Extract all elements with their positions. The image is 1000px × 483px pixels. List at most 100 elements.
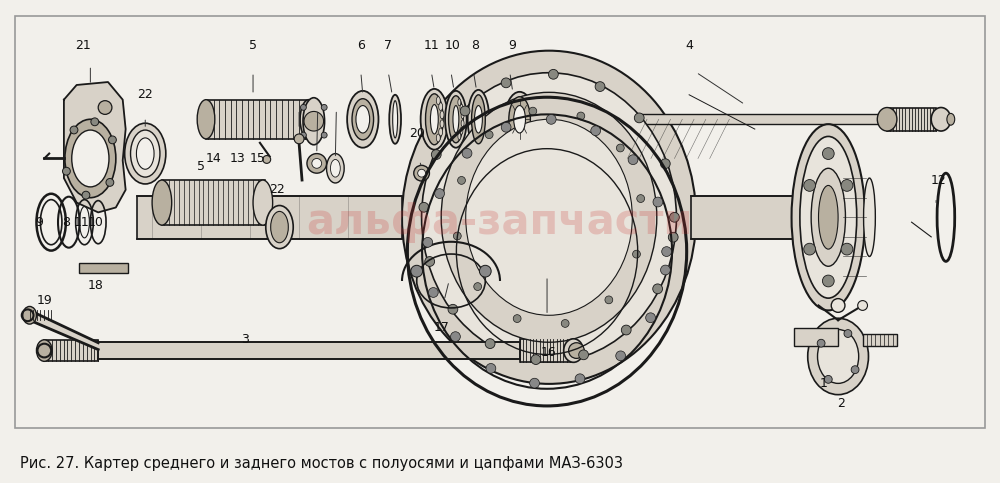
Ellipse shape — [509, 97, 530, 142]
Circle shape — [448, 304, 458, 314]
Text: 6: 6 — [357, 39, 365, 52]
Ellipse shape — [389, 95, 401, 144]
Circle shape — [414, 165, 429, 181]
Circle shape — [546, 114, 556, 124]
Circle shape — [804, 180, 816, 191]
Circle shape — [660, 159, 670, 169]
Circle shape — [824, 375, 832, 384]
Text: 11: 11 — [74, 216, 89, 228]
Circle shape — [579, 350, 588, 360]
Circle shape — [458, 176, 465, 185]
Text: 2: 2 — [837, 397, 845, 410]
Circle shape — [428, 287, 438, 298]
Circle shape — [486, 364, 496, 373]
Circle shape — [662, 247, 672, 256]
Text: 5: 5 — [249, 39, 257, 52]
Polygon shape — [64, 82, 126, 213]
Bar — [887, 108, 936, 131]
Circle shape — [804, 243, 816, 255]
Ellipse shape — [460, 128, 463, 134]
Circle shape — [91, 118, 99, 126]
Text: 8: 8 — [62, 216, 70, 228]
Ellipse shape — [356, 106, 370, 133]
Ellipse shape — [131, 130, 160, 177]
Circle shape — [300, 104, 306, 110]
Circle shape — [616, 144, 624, 152]
Circle shape — [844, 329, 852, 338]
Circle shape — [321, 104, 327, 110]
Text: 11: 11 — [424, 39, 439, 52]
Text: 9: 9 — [508, 39, 516, 52]
Bar — [137, 196, 402, 239]
Circle shape — [653, 284, 663, 294]
Ellipse shape — [818, 185, 838, 249]
Ellipse shape — [439, 128, 443, 136]
Circle shape — [858, 300, 868, 311]
Bar — [554, 110, 593, 129]
Text: 1: 1 — [819, 377, 827, 390]
Circle shape — [474, 283, 482, 290]
Ellipse shape — [330, 159, 340, 177]
Text: 19: 19 — [36, 294, 52, 307]
Circle shape — [616, 351, 626, 361]
Ellipse shape — [352, 99, 374, 140]
Circle shape — [460, 106, 470, 116]
Text: 20: 20 — [409, 128, 425, 141]
Circle shape — [451, 332, 460, 341]
Circle shape — [513, 314, 521, 323]
Text: 17: 17 — [433, 321, 449, 334]
Text: 3: 3 — [241, 333, 249, 346]
Ellipse shape — [440, 120, 444, 128]
Circle shape — [841, 180, 853, 191]
Bar — [794, 328, 838, 346]
Ellipse shape — [472, 95, 485, 144]
Circle shape — [300, 132, 306, 138]
Circle shape — [668, 232, 678, 242]
Circle shape — [637, 195, 645, 202]
Circle shape — [851, 366, 859, 373]
Ellipse shape — [136, 138, 154, 169]
Circle shape — [646, 313, 655, 323]
Ellipse shape — [505, 92, 534, 147]
Text: альфа-запчасти: альфа-запчасти — [307, 201, 693, 243]
Ellipse shape — [458, 133, 461, 140]
Text: 12: 12 — [931, 173, 947, 186]
Circle shape — [577, 112, 585, 120]
Ellipse shape — [253, 180, 273, 225]
Circle shape — [661, 265, 670, 275]
Circle shape — [529, 107, 537, 115]
Bar — [162, 180, 265, 225]
Text: 18: 18 — [87, 279, 103, 292]
Text: 5: 5 — [197, 160, 205, 173]
Ellipse shape — [271, 212, 288, 243]
Ellipse shape — [402, 51, 696, 384]
Ellipse shape — [818, 329, 859, 384]
Circle shape — [530, 378, 539, 388]
Ellipse shape — [300, 99, 318, 139]
Ellipse shape — [347, 91, 378, 148]
Ellipse shape — [947, 114, 955, 125]
Ellipse shape — [808, 318, 868, 395]
Ellipse shape — [449, 96, 463, 143]
Circle shape — [531, 355, 541, 365]
Circle shape — [82, 191, 90, 199]
Bar — [44, 340, 98, 361]
Ellipse shape — [800, 136, 857, 298]
Ellipse shape — [811, 168, 845, 266]
Circle shape — [425, 256, 435, 267]
Circle shape — [263, 156, 271, 163]
Circle shape — [462, 148, 472, 158]
Text: 21: 21 — [76, 39, 91, 52]
Circle shape — [453, 232, 461, 240]
Ellipse shape — [514, 106, 525, 133]
Circle shape — [411, 265, 423, 277]
Ellipse shape — [441, 92, 657, 342]
Ellipse shape — [475, 106, 482, 133]
Text: 10: 10 — [87, 216, 103, 228]
Ellipse shape — [792, 124, 865, 311]
Circle shape — [575, 374, 585, 384]
Ellipse shape — [440, 111, 444, 119]
Ellipse shape — [931, 108, 951, 131]
Ellipse shape — [72, 130, 109, 187]
Circle shape — [109, 136, 116, 144]
